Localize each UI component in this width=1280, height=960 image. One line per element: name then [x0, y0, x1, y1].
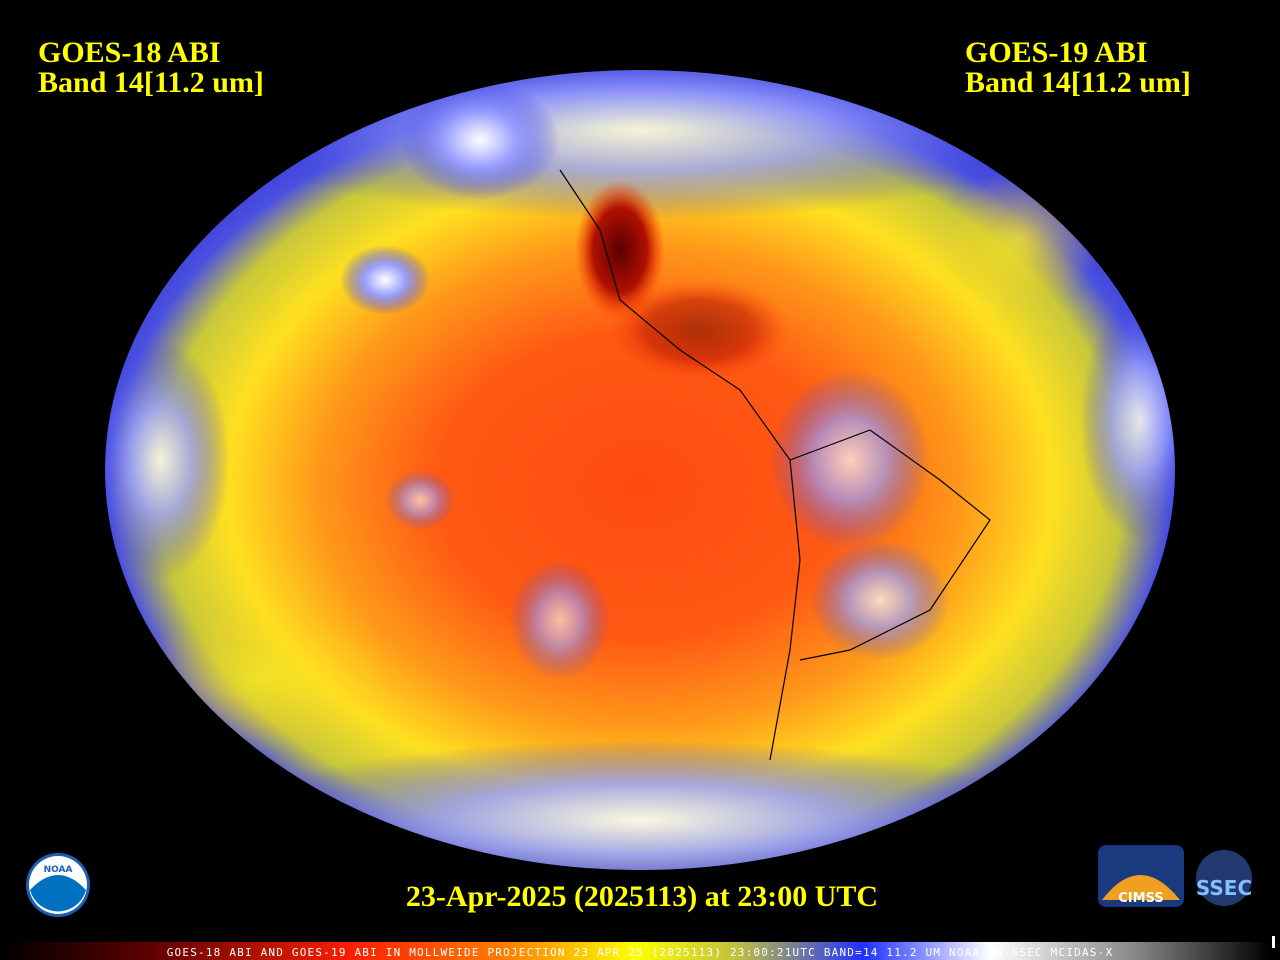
noaa-text: NOAA: [44, 865, 73, 875]
ssec-text: SSEC: [1196, 876, 1252, 900]
footer-caption: GOES-18 ABI AND GOES-19 ABI IN MOLLWEIDE…: [167, 946, 1114, 959]
cimss-logo: CIMSS: [1098, 845, 1184, 907]
timestamp: 23-Apr-2025 (2025113) at 23:00 UTC: [406, 880, 878, 913]
left-band: Band 14[11.2 um]: [38, 66, 264, 99]
color-bar: [0, 942, 1270, 960]
globe: [105, 70, 1175, 870]
cimss-text: CIMSS: [1118, 891, 1163, 906]
corner-marker: [1272, 936, 1275, 948]
noaa-logo: NOAA: [26, 853, 90, 917]
left-title: GOES-18 ABI: [38, 36, 221, 69]
right-band: Band 14[11.2 um]: [965, 66, 1191, 99]
right-title: GOES-19 ABI: [965, 36, 1148, 69]
ssec-logo: SSEC: [1196, 850, 1252, 906]
